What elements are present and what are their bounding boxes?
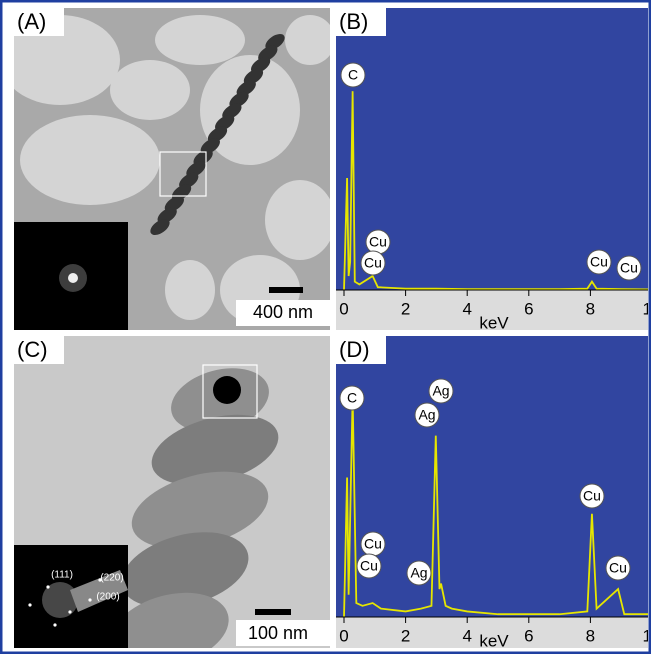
diffraction-spot: [88, 598, 91, 601]
panel-label: (D): [339, 337, 370, 362]
panel-label: (A): [17, 9, 46, 34]
peak-label: Ag: [418, 407, 435, 423]
x-tick-label: 0: [339, 626, 348, 645]
panel-label: (C): [17, 337, 48, 362]
inset-label: (111): [51, 570, 73, 581]
scale-bar: [269, 287, 303, 293]
x-tick-label: 8: [586, 626, 595, 645]
x-tick-label: 6: [524, 299, 533, 318]
hole: [155, 15, 245, 65]
peak-label: Cu: [364, 536, 382, 552]
peak-label: Cu: [620, 260, 638, 276]
x-tick-label: 2: [401, 299, 410, 318]
peak-label: C: [348, 67, 358, 83]
x-tick-label: 0: [339, 299, 348, 318]
scale-text: 400 nm: [253, 302, 313, 322]
diffraction-spot: [53, 623, 56, 626]
x-tick-label: 8: [586, 299, 595, 318]
inset-spot: [68, 273, 78, 283]
hole: [110, 60, 190, 120]
hole: [20, 115, 160, 205]
panel-a: 400 nm (A): [0, 8, 335, 330]
x-tick-label: 4: [462, 299, 471, 318]
page: {"panels": { "a": {"label": "(A)", "scal…: [0, 0, 651, 654]
x-tick-label: 2: [401, 626, 410, 645]
diffraction-spot: [28, 603, 31, 606]
x-tick-label: 6: [524, 626, 533, 645]
diffraction-spot: [68, 610, 71, 613]
particle: [213, 376, 241, 404]
peak-label: Cu: [364, 255, 382, 271]
spectrum-panel: 0246810keVCCuCuCuCu(B): [336, 6, 651, 332]
peak-label: Ag: [410, 565, 427, 581]
x-axis-label: keV: [479, 313, 509, 332]
figure: 400 nm(A)(111)(220)(200)100 nm(C)0246810…: [0, 0, 651, 654]
scale-bar: [255, 609, 291, 615]
peak-label: C: [347, 390, 357, 406]
hole: [265, 180, 335, 260]
hole: [165, 260, 215, 320]
panel-label: (B): [339, 9, 368, 34]
inset-label: (200): [96, 592, 119, 603]
spectrum-panel: 0246810keVCAgAgCuCuAgCuCu(D): [336, 334, 651, 650]
hole: [285, 15, 335, 65]
peak-label: Cu: [360, 558, 378, 574]
scale-text: 100 nm: [248, 623, 308, 643]
panel-c: (111) (220) (200) 100 nm (C): [14, 336, 330, 654]
peak-label: Cu: [369, 234, 387, 250]
peak-label: Ag: [432, 383, 449, 399]
peak-label: Cu: [609, 560, 627, 576]
x-axis-label: keV: [479, 631, 509, 650]
inset-label: (220): [100, 573, 123, 584]
peak-label: Cu: [583, 488, 601, 504]
peak-label: Cu: [590, 254, 608, 270]
x-tick-label: 4: [462, 626, 471, 645]
diffraction-spot: [46, 585, 49, 588]
plot-bg: [336, 334, 648, 617]
